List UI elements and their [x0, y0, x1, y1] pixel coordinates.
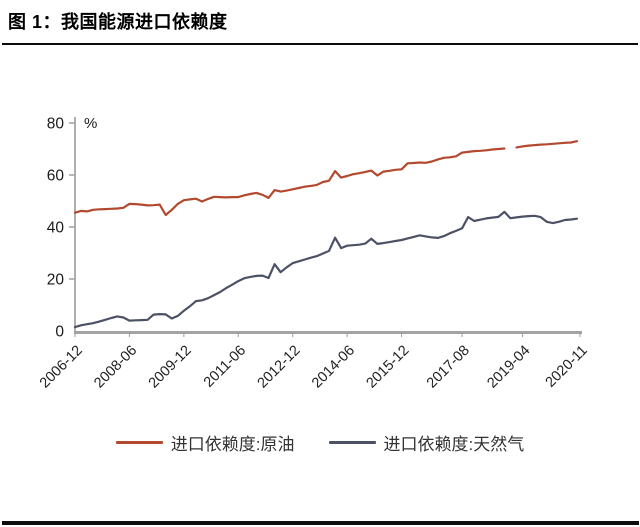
legend: 进口依赖度:原油 进口依赖度:天然气: [0, 430, 640, 455]
crude-oil-legend-line-swatch: [115, 441, 163, 444]
crude-oil-line: [73, 140, 579, 217]
x-tick-label: 2017-08: [424, 343, 473, 392]
y-tick-label: 40: [47, 220, 65, 237]
legend-item-natural-gas: 进口依赖度:天然气: [328, 430, 525, 455]
bottom-rule: [2, 521, 639, 525]
figure-title: 图 1：我国能源进口依赖度: [8, 12, 228, 32]
x-tick-label: 2014-06: [309, 343, 358, 392]
crude-oil-legend-label: 进口依赖度:原油: [170, 435, 295, 454]
x-tick-label: 2009-12: [146, 343, 195, 392]
x-tick-label: 2012-12: [255, 343, 304, 392]
title-rule: [2, 43, 638, 45]
y-axis-unit-label: %: [84, 115, 97, 132]
natural-gas-legend-label: 进口依赖度:天然气: [383, 435, 525, 454]
x-tick-label: 2015-12: [363, 343, 412, 392]
y-tick-label: 20: [47, 272, 65, 289]
y-tick-label: 0: [55, 324, 64, 341]
legend-item-crude-oil: 进口依赖度:原油: [115, 430, 295, 455]
natural-gas-line: [73, 210, 579, 329]
y-tick-label: 80: [47, 116, 65, 133]
x-tick-label: 2011-06: [201, 343, 249, 391]
x-tick-label: 2019-04: [484, 343, 533, 392]
x-tick-label: 2020-11: [543, 343, 591, 391]
y-tick-label: 60: [47, 168, 65, 185]
x-tick-label: 2006-12: [37, 343, 86, 392]
x-tick-label: 2008-06: [91, 343, 140, 392]
natural-gas-legend-line-swatch: [328, 441, 376, 444]
